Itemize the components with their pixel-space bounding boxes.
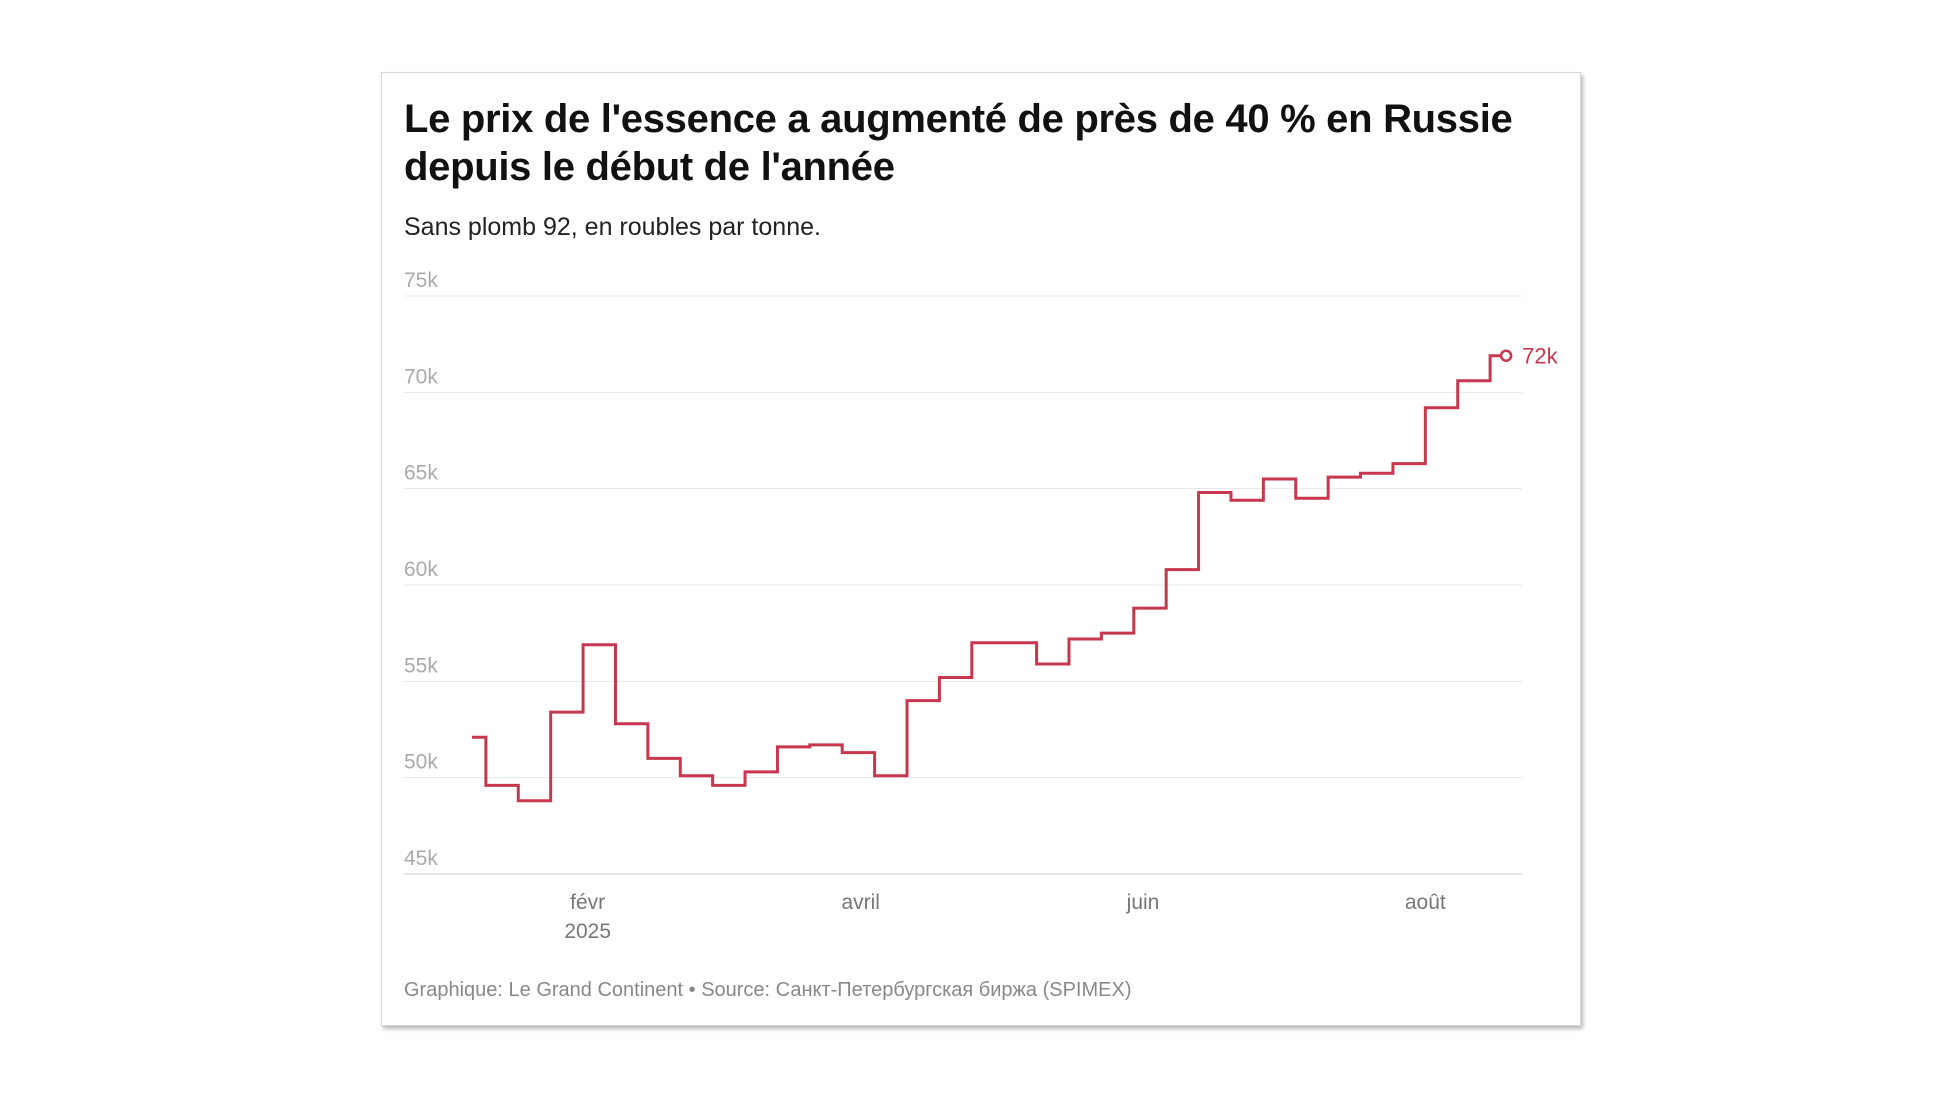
y-tick-label: 70k (404, 365, 438, 388)
x-tick-label: avril (841, 891, 880, 914)
x-tick-label: juin (1126, 891, 1160, 914)
y-tick-label: 45k (404, 847, 438, 870)
y-tick-label: 65k (404, 462, 438, 485)
series-end-label: 72k (1522, 344, 1558, 369)
x-tick-sublabel: 2025 (564, 920, 611, 943)
series-end-marker (1499, 349, 1513, 362)
chart-title: Le prix de l'essence a augmenté de près … (404, 97, 1513, 189)
x-tick-label: août (1405, 891, 1446, 914)
y-tick-label: 75k (404, 269, 438, 292)
y-tick-label: 50k (404, 751, 438, 774)
chart-source: Graphique: Le Grand Continent • Source: … (404, 979, 1132, 1001)
chart-subtitle: Sans plomb 92, en roubles par tonne. (404, 213, 821, 241)
chart-plot: 75k 70k 65k 60k 55k 50k 45k févr 2025 avril juin ao… (404, 269, 1559, 943)
series-line (472, 354, 1507, 803)
y-tick-label: 60k (404, 558, 438, 581)
y-tick-label: 55k (404, 654, 438, 677)
chart-card: Le prix de l'essence a augmenté de près … (381, 72, 1581, 1026)
x-tick-label: févr (570, 891, 605, 914)
